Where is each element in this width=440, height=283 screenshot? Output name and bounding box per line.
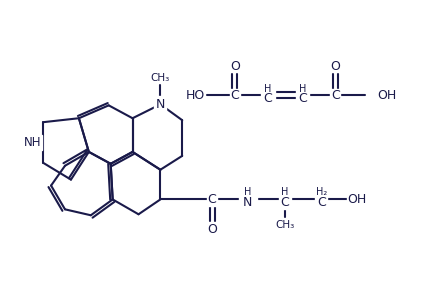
Bar <box>347 192 369 207</box>
Text: O: O <box>207 223 217 236</box>
Bar <box>230 89 240 102</box>
Bar <box>296 85 309 105</box>
Bar <box>154 97 166 112</box>
Text: OH: OH <box>348 193 367 206</box>
Text: H: H <box>281 188 288 198</box>
Text: C: C <box>208 193 216 206</box>
Text: H: H <box>299 83 306 93</box>
Bar <box>261 85 275 105</box>
Bar <box>23 135 42 150</box>
Text: C: C <box>263 92 272 105</box>
Bar <box>279 190 290 209</box>
Text: C: C <box>331 89 340 102</box>
Text: O: O <box>230 60 240 73</box>
Text: C: C <box>280 196 289 209</box>
Text: C: C <box>231 89 239 102</box>
Bar <box>330 89 340 102</box>
Bar <box>207 192 217 206</box>
Text: NH: NH <box>23 136 41 149</box>
Text: C: C <box>317 196 326 209</box>
Text: H₂: H₂ <box>316 186 327 196</box>
Text: CH₃: CH₃ <box>151 73 170 83</box>
Text: O: O <box>330 60 340 73</box>
Bar <box>239 190 257 209</box>
Text: H: H <box>264 83 271 93</box>
Text: N: N <box>243 196 253 209</box>
Text: H: H <box>244 188 252 198</box>
Text: N: N <box>156 98 165 111</box>
Text: HO: HO <box>186 89 205 102</box>
Text: OH: OH <box>377 89 396 102</box>
Bar <box>315 188 327 209</box>
Text: CH₃: CH₃ <box>275 220 294 230</box>
Text: C: C <box>298 92 307 105</box>
